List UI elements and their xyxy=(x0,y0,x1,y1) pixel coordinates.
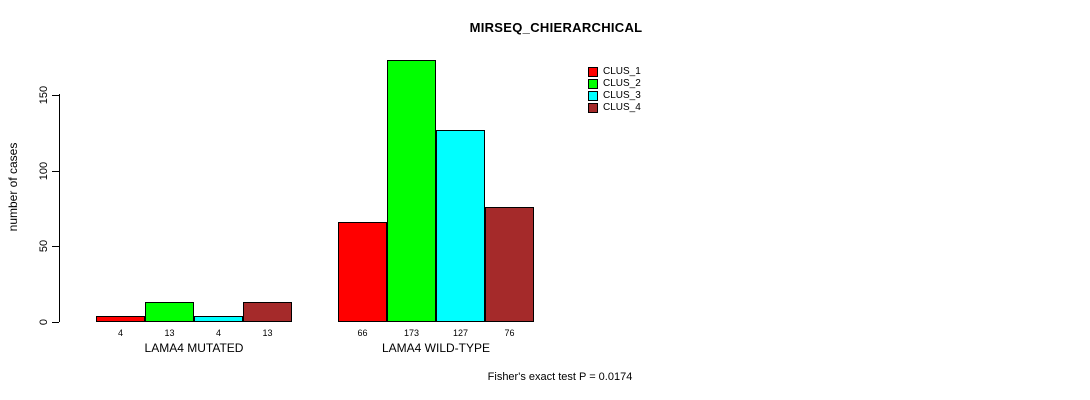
bar-value-label: 4 xyxy=(215,328,221,338)
fisher-test-annotation: Fisher's exact test P = 0.0174 xyxy=(487,371,633,383)
legend-label: CLUS_3 xyxy=(603,90,641,101)
bar-value-label: 127 xyxy=(452,328,469,338)
y-axis-title: number of cases xyxy=(6,142,20,232)
y-tick-mark xyxy=(52,95,59,96)
bar-value-label: 76 xyxy=(504,328,515,338)
y-tick-mark xyxy=(52,322,59,323)
y-tick-label: 100 xyxy=(38,161,50,181)
bar-clus_4-mutated xyxy=(243,302,292,322)
bar-value-label: 4 xyxy=(117,328,123,338)
legend-row-clus_1: CLUS_1 xyxy=(588,66,641,78)
bar-clus_1-wild-type xyxy=(338,222,387,322)
y-tick-mark xyxy=(52,171,59,172)
legend: CLUS_1 CLUS_2 CLUS_3 CLUS_4 xyxy=(588,66,641,114)
legend-swatch-icon xyxy=(588,91,598,101)
bar-clus_3-mutated xyxy=(194,316,243,322)
legend-row-clus_4: CLUS_4 xyxy=(588,102,641,114)
bar-value-label: 66 xyxy=(357,328,368,338)
legend-row-clus_3: CLUS_3 xyxy=(588,90,641,102)
chart-title: MIRSEQ_CHIERARCHICAL xyxy=(469,20,643,35)
legend-label: CLUS_2 xyxy=(603,78,641,89)
legend-swatch-icon xyxy=(588,67,598,77)
y-tick-mark xyxy=(52,246,59,247)
bar-value-label: 173 xyxy=(403,328,420,338)
legend-swatch-icon xyxy=(588,79,598,89)
legend-label: CLUS_1 xyxy=(603,66,641,77)
category-label: LAMA4 MUTATED xyxy=(144,341,244,355)
bar-clus_4-wild-type xyxy=(485,207,534,322)
bar-value-label: 13 xyxy=(262,328,273,338)
y-tick-label: 50 xyxy=(38,239,50,253)
bar-clus_1-mutated xyxy=(96,316,145,322)
bar-clus_2-mutated xyxy=(145,302,194,322)
y-tick-label: 150 xyxy=(38,85,50,105)
bar-value-label: 13 xyxy=(164,328,175,338)
category-label: LAMA4 WILD-TYPE xyxy=(381,341,491,355)
legend-row-clus_2: CLUS_2 xyxy=(588,78,641,90)
bar-clus_3-wild-type xyxy=(436,130,485,322)
legend-label: CLUS_4 xyxy=(603,102,641,113)
bar-clus_2-wild-type xyxy=(387,60,436,322)
legend-swatch-icon xyxy=(588,103,598,113)
y-axis-line xyxy=(59,94,60,322)
y-tick-label: 0 xyxy=(38,318,50,326)
